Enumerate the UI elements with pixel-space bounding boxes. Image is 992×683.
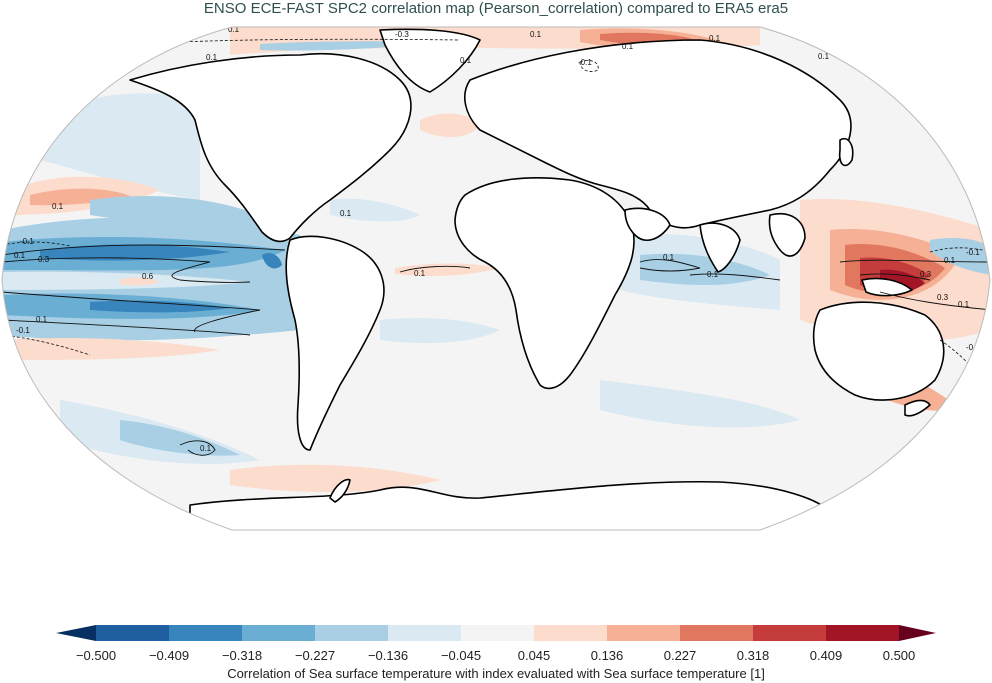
- svg-text:0.1: 0.1: [414, 269, 426, 278]
- svg-text:-0.1: -0.1: [132, 30, 146, 39]
- svg-text:0.3: 0.3: [937, 293, 949, 302]
- colorbar-tick: 0.136: [590, 648, 624, 663]
- colorbar-tick: 0.227: [663, 648, 697, 663]
- svg-text:0.1: 0.1: [36, 315, 48, 324]
- svg-text:0.1: 0.1: [14, 251, 26, 260]
- map-boundary: [1, 26, 991, 531]
- coastlines: [129, 28, 945, 530]
- sst-field: 0.1 -0.1 0.1 0.3 0.6 0.1 -0.1 0.1 0.1 0.…: [2, 25, 990, 530]
- svg-text:0.1: 0.1: [707, 270, 719, 279]
- colorbar-ticks: −0.500 −0.409 −0.318 −0.227 −0.136 −0.04…: [0, 648, 992, 664]
- svg-text:0.1: 0.1: [206, 53, 218, 62]
- svg-text:0.1: 0.1: [663, 253, 675, 262]
- svg-text:0.1: 0.1: [530, 30, 542, 39]
- colorbar-tick: −0.318: [221, 648, 263, 663]
- colorbar-over-arrow: [899, 625, 936, 641]
- colorbar-tick: 0.500: [882, 648, 916, 663]
- colorbar-tick: −0.409: [148, 648, 190, 663]
- svg-text:0.1: 0.1: [944, 256, 956, 265]
- svg-text:-0.3: -0.3: [395, 30, 409, 39]
- svg-text:-0.1: -0.1: [578, 58, 592, 67]
- colorbar-tick: −0.227: [294, 648, 336, 663]
- colorbar-tick: 0.409: [809, 648, 843, 663]
- svg-text:0.1: 0.1: [200, 444, 212, 453]
- svg-text:0.1: 0.1: [818, 52, 830, 61]
- map-title: ENSO ECE-FAST SPC2 correlation map (Pear…: [203, 0, 789, 17]
- svg-text:0.1: 0.1: [460, 56, 472, 65]
- svg-text:-0.1: -0.1: [966, 248, 980, 257]
- svg-text:0.1: 0.1: [709, 34, 721, 43]
- colorbar-under-arrow: [56, 625, 96, 641]
- colorbar-tick: −0.136: [367, 648, 409, 663]
- colorbar-tick: 0.318: [736, 648, 770, 663]
- svg-text:-0.1: -0.1: [20, 237, 34, 246]
- colorbar-label: Correlation of Sea surface temperature w…: [227, 666, 765, 681]
- svg-text:0.3: 0.3: [38, 255, 50, 264]
- svg-text:0.1: 0.1: [958, 300, 970, 309]
- contour-lines: [2, 244, 990, 456]
- colorbar-tick: −0.045: [440, 648, 482, 663]
- svg-text:0.1: 0.1: [340, 209, 352, 218]
- svg-text:0.6: 0.6: [142, 272, 154, 281]
- svg-text:0.1: 0.1: [52, 202, 64, 211]
- correlation-map: 0.1 -0.1 0.1 0.3 0.6 0.1 -0.1 0.1 0.1 0.…: [0, 20, 992, 540]
- contour-labels: 0.1 -0.1 0.1 0.3 0.6 0.1 -0.1 0.1 0.1 0.…: [14, 25, 980, 453]
- colorbar-tick: 0.045: [517, 648, 551, 663]
- svg-text:0.1: 0.1: [622, 42, 634, 51]
- svg-text:0.3: 0.3: [920, 270, 932, 279]
- svg-text:-0.1: -0.1: [16, 326, 30, 335]
- svg-text:-0.1: -0.1: [966, 343, 980, 352]
- svg-text:0.1: 0.1: [228, 25, 240, 34]
- colorbar-tick: −0.500: [75, 648, 117, 663]
